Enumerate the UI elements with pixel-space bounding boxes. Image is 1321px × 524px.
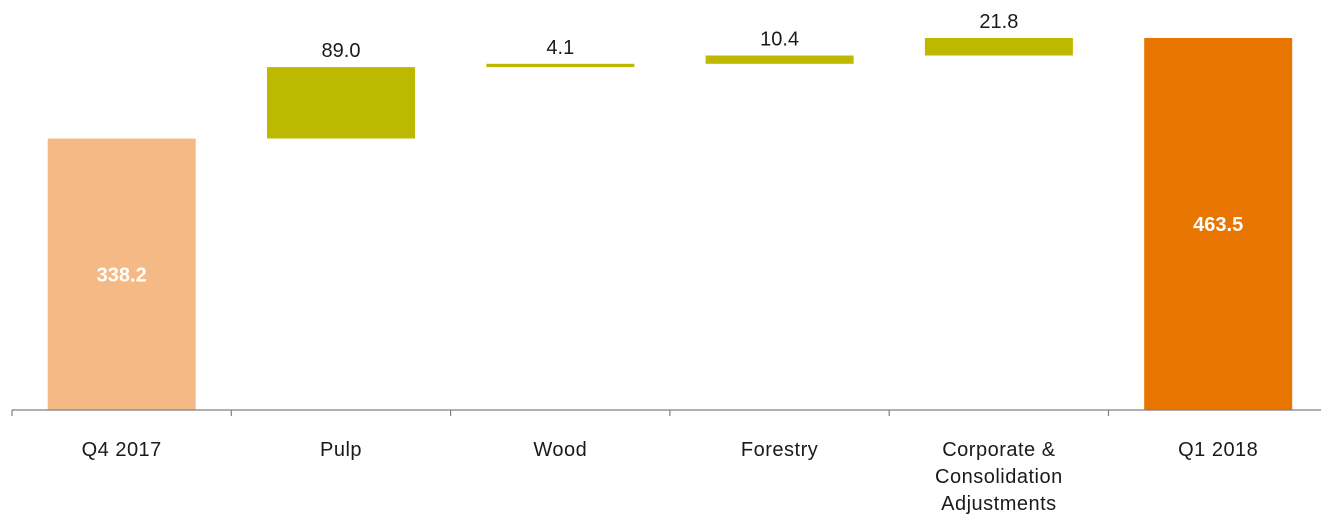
data-label: 338.2 bbox=[97, 264, 147, 286]
x-tick-label: Q1 2018 bbox=[1178, 439, 1258, 461]
delta-bar bbox=[924, 38, 1073, 56]
x-tick-label: Corporate & Consolidation Adjustments bbox=[935, 439, 1063, 515]
x-tick-label: Forestry bbox=[741, 439, 818, 461]
x-tick-label: Pulp bbox=[320, 439, 362, 461]
data-label: 21.8 bbox=[979, 11, 1018, 33]
data-label: 10.4 bbox=[760, 29, 799, 51]
delta-bar bbox=[705, 55, 854, 64]
delta-bar bbox=[486, 63, 635, 68]
delta-bar bbox=[267, 67, 415, 139]
data-label: 4.1 bbox=[546, 37, 574, 59]
data-label: 89.0 bbox=[322, 40, 361, 62]
x-tick-label: Q4 2017 bbox=[82, 439, 162, 461]
total-bar bbox=[47, 138, 196, 410]
total-bar bbox=[1144, 38, 1293, 410]
data-label: 463.5 bbox=[1193, 214, 1243, 236]
x-tick-label: Wood bbox=[533, 439, 587, 461]
